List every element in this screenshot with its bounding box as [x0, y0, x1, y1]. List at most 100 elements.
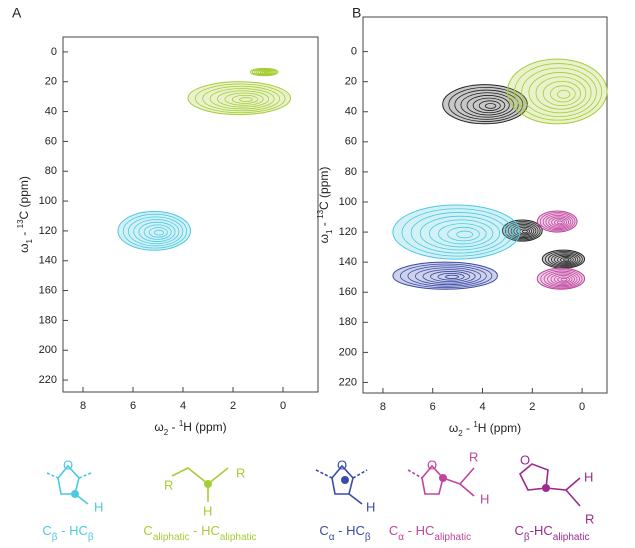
contour-ring — [410, 212, 507, 254]
label-part: H (ppm) — [478, 421, 521, 435]
contour-ring — [540, 269, 583, 289]
atom-label: R — [164, 477, 173, 492]
contour-ring — [122, 213, 188, 249]
y-tick-label: 80 — [345, 166, 357, 178]
contour-ring — [554, 254, 576, 265]
contour-ring — [194, 83, 286, 114]
contour-ring — [217, 90, 270, 108]
atom-label: H — [94, 499, 103, 514]
atom-label: O — [427, 457, 437, 472]
contour-peak — [392, 204, 521, 260]
contour-ring — [528, 72, 592, 114]
contour-ring — [522, 229, 528, 234]
label-part: 13 — [16, 219, 25, 228]
contour-ring — [447, 226, 480, 242]
contour-peak — [250, 67, 279, 77]
contour-ring — [415, 267, 482, 286]
y-axis-label: ω1 - 13C (ppm) — [16, 176, 34, 253]
y-tick-label: 20 — [45, 76, 57, 88]
x-axis-label: ω2 - 1H (ppm) — [154, 419, 226, 437]
x-tick-label: 6 — [130, 400, 136, 412]
atom-label: R — [469, 449, 478, 464]
contour-ring — [263, 71, 269, 74]
label-part: - — [168, 420, 179, 434]
structure-caption: Cβ-HCaliphatic — [515, 523, 590, 543]
contour-ring — [510, 223, 537, 238]
caption-part: - HC — [190, 523, 220, 538]
atom-label: O — [337, 457, 347, 472]
y-tick-label: 0 — [51, 46, 57, 58]
x-axis-label: ω2 - 1H (ppm) — [449, 420, 521, 438]
caption-part: aliphatic — [220, 532, 257, 543]
caption-part: - HC — [404, 523, 434, 538]
y-axis-label: ω1 - 13C (ppm) — [316, 167, 334, 244]
x-tick-label: 8 — [80, 400, 86, 412]
structure-caption: Cα - HCβ — [319, 523, 371, 543]
contour-ring — [401, 208, 514, 257]
caption-part: aliphatic — [553, 532, 590, 543]
contour-ring — [545, 214, 572, 229]
contour-ring — [543, 270, 580, 288]
y-tick-label: 140 — [39, 255, 57, 267]
y-tick-label: 40 — [345, 106, 357, 118]
y-tick-label: 20 — [345, 76, 357, 88]
y-tick-label: 60 — [45, 135, 57, 147]
y-tick-label: 180 — [339, 316, 357, 328]
contour-ring — [143, 224, 172, 240]
plot-frame — [362, 16, 608, 394]
contour-ring — [542, 213, 574, 231]
caption-part: C — [319, 523, 328, 538]
contour-ring — [542, 80, 581, 106]
contour-ring — [419, 215, 501, 251]
contour-ring — [128, 216, 184, 247]
contour-ring — [535, 76, 587, 110]
contour-ring — [430, 271, 471, 283]
contour-ring — [438, 223, 487, 245]
contour-ring — [472, 97, 506, 114]
contour-ring — [231, 94, 259, 104]
y-tick-label: 220 — [339, 376, 357, 388]
y-tick-label: 140 — [339, 256, 357, 268]
contour-ring — [549, 85, 576, 103]
contour-ring — [154, 229, 164, 236]
contour-ring — [556, 220, 563, 225]
contour-peak — [506, 58, 608, 125]
y-tick-label: 160 — [39, 284, 57, 296]
x-tick-label: 6 — [430, 401, 436, 413]
caption-part: β — [524, 532, 530, 543]
contour-ring — [507, 222, 539, 240]
label-part: 1 — [179, 419, 184, 428]
caption-part: C — [42, 523, 51, 538]
structure-icon — [315, 464, 368, 505]
plot-frame — [62, 36, 319, 393]
contour-ring — [484, 103, 497, 109]
contour-ring — [551, 217, 567, 227]
contour-peak — [117, 211, 191, 251]
label-part: 1 — [325, 229, 334, 234]
contour-peak — [392, 261, 498, 290]
y-tick-label: 180 — [39, 314, 57, 326]
contour-ring — [547, 252, 581, 267]
y-tick-label: 120 — [39, 225, 57, 237]
y-tick-label: 120 — [339, 226, 357, 238]
caption-part: -HC — [530, 523, 553, 538]
contour-ring — [259, 70, 272, 75]
caption-part: aliphatic — [434, 532, 471, 543]
contour-ring — [544, 250, 583, 268]
contour-ring — [514, 63, 603, 121]
caption-part: C — [143, 523, 152, 538]
caption-part: aliphatic — [153, 532, 190, 543]
atom-label: O — [520, 452, 530, 467]
y-tick-label: 40 — [45, 105, 57, 117]
y-tick-label: 60 — [345, 136, 357, 148]
caption-part: α — [329, 532, 335, 543]
contour-ring — [539, 212, 576, 232]
contour-ring — [224, 92, 264, 106]
label-part: ω — [317, 234, 331, 243]
x-tick-label: 4 — [479, 401, 485, 413]
contour-ring — [428, 219, 494, 248]
structure-caption: Caliphatic - HCaliphatic — [143, 523, 256, 543]
contour-ring — [557, 89, 571, 99]
contour-ring — [252, 68, 277, 76]
